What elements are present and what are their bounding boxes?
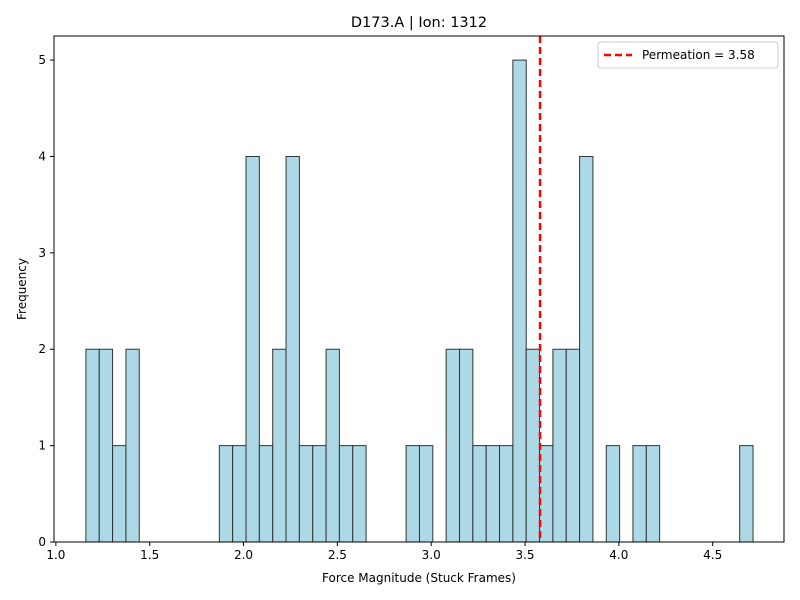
y-tick-label: 3 — [38, 246, 46, 260]
histogram-bar — [85, 348, 100, 543]
histogram-bar — [539, 445, 554, 543]
histogram-bar — [112, 445, 127, 543]
histogram-bar — [645, 445, 661, 543]
histogram-bar — [125, 348, 140, 543]
histogram-bar — [285, 155, 300, 543]
histogram-bar — [338, 445, 354, 543]
y-tick-label: 1 — [38, 439, 46, 453]
histogram-bar — [579, 155, 594, 543]
plot-frame — [53, 35, 785, 543]
y-axis-ticks: 0 1 2 3 4 5 — [38, 53, 54, 549]
x-tick-label: 2.5 — [328, 548, 347, 562]
y-tick-label: 0 — [38, 535, 46, 549]
x-axis-ticks: 1.0 1.5 2.0 2.5 3.0 3.5 4.0 4.5 — [46, 542, 722, 562]
x-tick-label: 3.0 — [422, 548, 441, 562]
histogram-bar — [565, 348, 581, 543]
x-tick-label: 2.0 — [234, 548, 253, 562]
histogram-bar — [258, 445, 274, 543]
chart-title: D173.A | Ion: 1312 — [351, 15, 487, 31]
bars-layer — [85, 59, 754, 543]
histogram-bar — [98, 348, 114, 543]
histogram-bar — [232, 445, 247, 543]
x-tick-label: 4.0 — [609, 548, 628, 562]
x-axis-label: Force Magnitude (Stuck Frames) — [322, 571, 516, 585]
legend: Permeation = 3.58 — [597, 41, 779, 69]
histogram-bar — [312, 445, 327, 543]
y-tick-label: 2 — [38, 342, 46, 356]
histogram-bar — [458, 348, 474, 543]
legend-box — [597, 41, 779, 69]
histogram-bar — [605, 445, 621, 543]
histogram-bar — [485, 445, 501, 543]
histogram-bar — [739, 445, 754, 543]
y-tick-label: 5 — [38, 53, 46, 67]
x-tick-label: 3.5 — [515, 548, 534, 562]
histogram-bar — [445, 348, 460, 543]
histogram-bar — [525, 348, 541, 543]
x-tick-label: 1.5 — [140, 548, 159, 562]
histogram-bar — [325, 348, 340, 543]
y-axis-label: Frequency — [15, 258, 29, 320]
histogram-bar — [632, 445, 647, 543]
y-tick-label: 4 — [38, 149, 46, 163]
legend-label: Permeation = 3.58 — [642, 48, 755, 62]
histogram-bar — [245, 155, 260, 543]
histogram-bar — [418, 445, 434, 543]
histogram-bar — [512, 59, 527, 543]
x-tick-label: 1.0 — [46, 548, 65, 562]
x-tick-label: 4.5 — [703, 548, 722, 562]
histogram-bar — [352, 445, 367, 543]
histogram-bar — [405, 445, 420, 543]
histogram-bar — [499, 445, 514, 543]
histogram-bar — [218, 445, 234, 543]
histogram-bar — [472, 445, 487, 543]
histogram-bar — [272, 348, 287, 543]
histogram-bar — [552, 348, 567, 543]
histogram-bar — [298, 445, 314, 543]
